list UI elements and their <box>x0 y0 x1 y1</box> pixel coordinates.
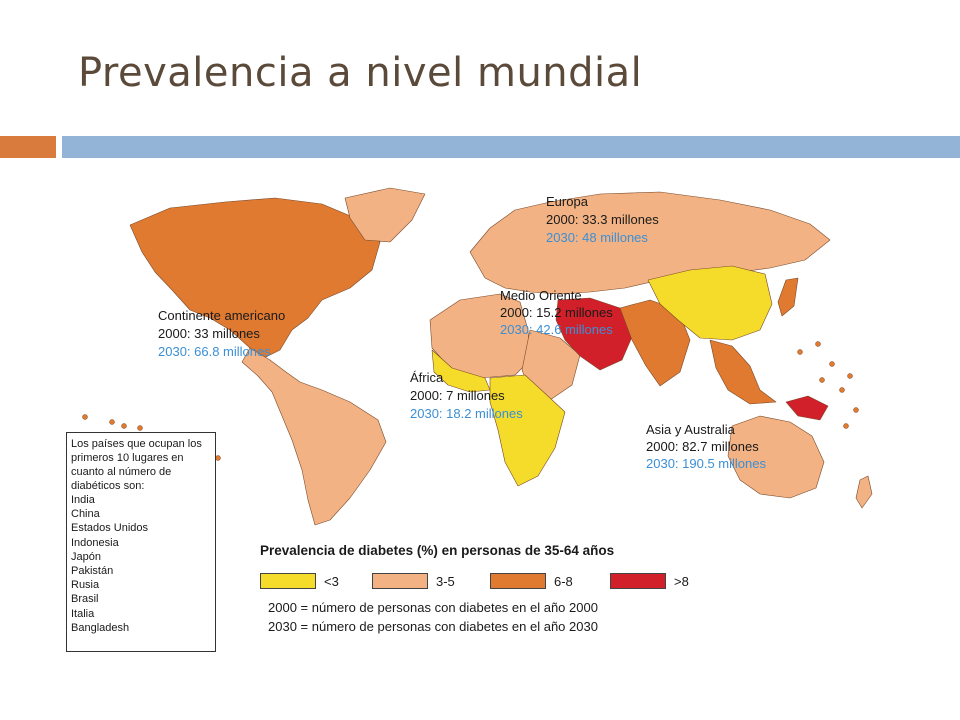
label-middle-east-2030: 2030: 42.6 millones <box>500 322 613 337</box>
label-asia-australia-name: Asia y Australia <box>646 422 736 437</box>
region-greenland <box>344 187 426 243</box>
region-southern-africa <box>489 374 566 487</box>
list-item: Brasil <box>71 593 99 606</box>
list-item: Japón <box>71 550 101 563</box>
title-accent-bar-blue <box>62 136 960 158</box>
legend-label-lt3: <3 <box>324 574 339 589</box>
label-americas-2000: 2000: 33 millones <box>158 326 260 341</box>
legend-title: Prevalencia de diabetes (%) en personas … <box>260 543 615 558</box>
top-countries-intro: Los países que ocupan los primeros 10 lu… <box>71 438 202 492</box>
label-asia-australia: Asia y Australia 2000: 82.7 millones 203… <box>646 422 766 471</box>
list-item: Bangladesh <box>71 621 130 634</box>
region-southeast-asia <box>709 339 777 405</box>
world-map: Europa 2000: 33.3 millones 2030: 48 mill… <box>82 187 873 526</box>
region-north-america <box>129 197 381 359</box>
label-africa: África 2000: 7 millones 2030: 18.2 millo… <box>410 370 523 421</box>
region-australia <box>727 415 825 499</box>
region-japan <box>777 277 799 317</box>
list-item: Indonesia <box>71 536 119 549</box>
legend-swatch-3-5 <box>372 573 428 589</box>
list-item: India <box>71 494 95 506</box>
slide-title: Prevalencia a nivel mundial <box>78 50 643 96</box>
label-africa-2000: 2000: 7 millones <box>410 388 505 403</box>
legend-swatch-lt3 <box>260 573 316 589</box>
top-countries-list: India China Estados Unidos Indonesia Jap… <box>71 493 211 635</box>
list-item: Rusia <box>71 579 100 592</box>
label-americas-2030: 2030: 66.8 millones <box>158 344 271 359</box>
label-americas-name: Continente americano <box>158 308 285 323</box>
label-africa-name: África <box>410 370 444 385</box>
label-europa-2000: 2000: 33.3 millones <box>546 212 659 227</box>
label-asia-australia-2000: 2000: 82.7 millones <box>646 439 759 454</box>
label-africa-2030: 2030: 18.2 millones <box>410 406 523 421</box>
region-china <box>647 265 773 341</box>
region-europe-russia <box>469 191 831 295</box>
list-item: Pakistán <box>71 565 114 578</box>
legend-note-2030: 2030 = número de personas con diabetes e… <box>268 619 598 634</box>
label-europa-2030: 2030: 48 millones <box>546 230 648 245</box>
label-europa: Europa 2000: 33.3 millones 2030: 48 mill… <box>546 194 659 245</box>
list-item: Italia <box>71 607 95 620</box>
legend-label-gt8: >8 <box>674 574 689 589</box>
label-middle-east-name: Medio Oriente <box>500 288 582 303</box>
list-item: China <box>71 508 100 521</box>
region-latin-america <box>241 347 387 526</box>
legend-note-2000: 2000 = número de personas con diabetes e… <box>268 600 598 615</box>
legend-swatch-gt8 <box>610 573 666 589</box>
region-east-africa <box>521 329 581 401</box>
legend-swatch-6-8 <box>490 573 546 589</box>
title-accent-bar-orange <box>0 136 56 158</box>
label-middle-east-2000: 2000: 15.2 millones <box>500 305 613 320</box>
list-item: Estados Unidos <box>71 522 149 535</box>
label-europa-name: Europa <box>546 194 589 209</box>
label-americas: Continente americano 2000: 33 millones 2… <box>158 308 285 359</box>
label-middle-east: Medio Oriente 2000: 15.2 millones 2030: … <box>500 288 613 337</box>
region-papua-new-guinea <box>785 395 829 421</box>
legend-label-6-8: 6-8 <box>554 574 573 589</box>
legend-label-3-5: 3-5 <box>436 574 455 589</box>
region-middle-east <box>555 297 636 371</box>
region-new-zealand <box>855 475 873 509</box>
region-west-africa <box>431 349 491 393</box>
label-asia-australia-2030: 2030: 190.5 millones <box>646 456 766 471</box>
top-countries-box: Los países que ocupan los primeros 10 lu… <box>66 432 216 652</box>
